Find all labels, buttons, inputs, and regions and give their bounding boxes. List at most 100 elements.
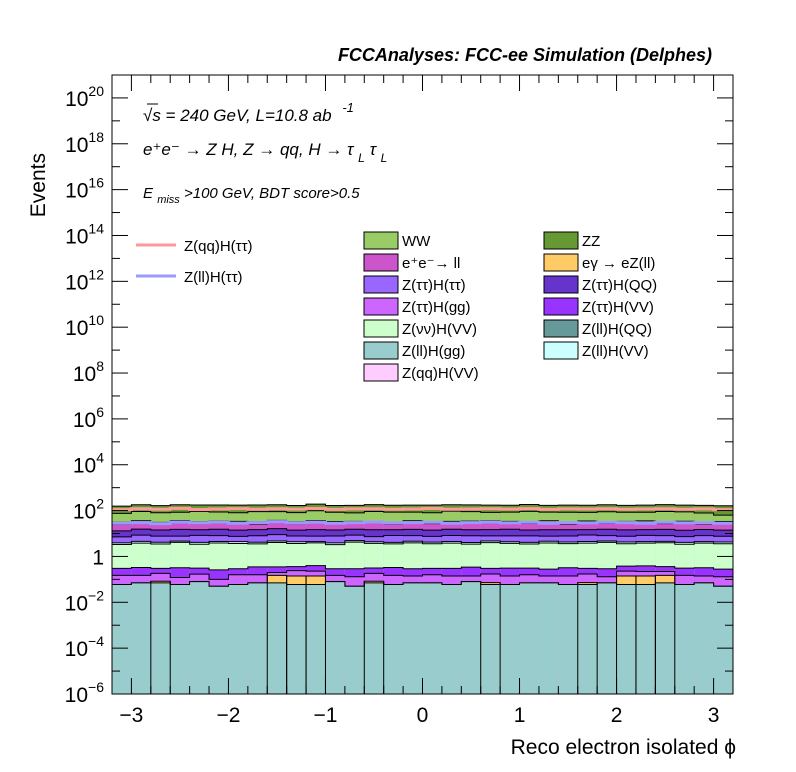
legend-swatch	[363, 319, 399, 338]
legend-label: Z(νν)H(VV)	[402, 321, 477, 338]
stack-outline	[112, 565, 733, 571]
stack-outline	[112, 540, 733, 544]
bar-bin	[228, 584, 248, 694]
stack-Z(ll)H(gg)	[112, 581, 733, 694]
y-axis-label: Events	[27, 153, 50, 217]
bar-bin	[635, 584, 656, 694]
x-axis-label: Reco electron isolated ϕ	[511, 736, 736, 759]
bar-bin	[538, 582, 559, 694]
y-tick-label: 1016	[65, 175, 104, 203]
bar-bin	[616, 584, 636, 694]
bar-bin	[577, 584, 598, 694]
stack-outline	[112, 503, 733, 507]
y-tick-label: 10−4	[65, 633, 105, 661]
legend-label: Z(ττ)H(gg)	[402, 299, 471, 316]
bar-bin	[480, 584, 501, 694]
svg-text:√s = 240 GeV, L=10.8 ab: √s = 240 GeV, L=10.8 ab -1	[143, 100, 354, 125]
legend-swatch	[363, 363, 399, 382]
x-tick-label: 2	[611, 704, 623, 727]
y-tick-label: 10−6	[65, 679, 105, 707]
legend-swatch	[543, 319, 579, 338]
legend: Z(qq)H(ττ) Z(ll)H(ττ) WW ZZ e⁺e⁻→ ll eγ → eZ(…	[136, 231, 657, 382]
legend-swatch	[363, 253, 399, 272]
annotation-cut-rest: >100 GeV, BDT score>0.5	[184, 185, 360, 202]
annotation-cut-E: E	[143, 185, 154, 202]
bar-bin	[189, 581, 210, 694]
bar-bin	[170, 584, 190, 694]
legend-label: Z(ττ)H(ττ)	[402, 277, 466, 294]
bar-bin	[325, 581, 345, 694]
x-tick-label: 3	[708, 704, 720, 727]
legend-label: Z(qq)H(ττ)	[184, 238, 253, 255]
bar-bin	[674, 584, 695, 694]
annotation-energy-lumi: √s = 240 GeV, L=10.8 ab	[143, 106, 332, 125]
annotation-tau2: τ	[370, 140, 378, 159]
y-tick-label: 106	[73, 404, 104, 432]
legend-swatch	[543, 253, 579, 272]
x-tick-label: −3	[119, 704, 143, 727]
legend-label: e⁺e⁻→ ll	[402, 255, 460, 272]
bar-bin	[558, 584, 578, 694]
annotation-cut-miss: miss	[157, 194, 180, 206]
svg-text:E miss >100 GeV, B: E miss >100 GeV, BDT score>0.5	[143, 185, 360, 207]
y-tick-label: 1020	[65, 83, 104, 111]
x-tick-label: −2	[216, 704, 240, 727]
y-tick-label: 1010	[65, 312, 104, 340]
legend-label: Z(qq)H(VV)	[402, 365, 479, 382]
legend-swatch	[543, 341, 579, 360]
bar-bin	[422, 582, 442, 694]
y-tick-label: 1018	[65, 129, 104, 157]
legend-swatch	[543, 297, 579, 316]
bar-bin	[112, 584, 132, 694]
stack-outline	[112, 528, 733, 532]
y-tick-label: 104	[73, 450, 104, 478]
y-tick-label: 102	[73, 496, 104, 524]
bar-bin	[403, 582, 423, 694]
bar-bin	[306, 584, 326, 694]
bar-bin	[364, 582, 384, 694]
svg-text:e⁺e⁻ → Z H, Z → qq, H → τ: e⁺e⁻ → Z H, Z → qq, H → τ L τ L	[143, 140, 387, 166]
y-tick-label: 1014	[65, 220, 104, 248]
y-tick-label: 1	[92, 546, 104, 569]
bar-bin	[344, 586, 365, 694]
signal-lines-layer	[112, 506, 733, 526]
bar-bin	[267, 582, 287, 694]
legend-swatch	[363, 341, 399, 360]
bar-bin	[500, 584, 520, 694]
signal-line-Z(qq)H(ττ)	[112, 506, 733, 512]
bar-bin	[519, 582, 539, 694]
bar-bin	[383, 584, 404, 694]
bar-bin	[131, 582, 151, 694]
bar-bin	[209, 586, 229, 694]
bar-bin	[286, 584, 307, 694]
stack-outline	[112, 541, 733, 546]
legend-label: Z(ττ)H(VV)	[582, 299, 654, 316]
annotation-tau1-sub: L	[358, 151, 365, 165]
histogram-layer	[112, 503, 733, 694]
chart-title: FCCAnalyses: FCC-ee Simulation (Delphes)	[338, 45, 712, 65]
legend-label: Z(ll)H(ττ)	[184, 269, 243, 286]
x-tick-label: 0	[417, 704, 429, 727]
legend-swatch	[543, 275, 579, 294]
y-tick-label: 10−2	[65, 587, 105, 615]
x-tick-label: 1	[514, 704, 526, 727]
bar-bin	[461, 581, 481, 694]
bar-bin	[597, 582, 617, 694]
legend-swatch	[363, 231, 399, 250]
axes-layer: −3 −2 −1 0 1 2 3 10−6 10−4 10−2 1 102 104 106 108 1010 1…	[65, 75, 734, 727]
bar-bin	[655, 582, 675, 694]
legend-label: Z(ll)H(QQ)	[582, 321, 652, 338]
legend-label: Z(ll)H(gg)	[402, 343, 465, 360]
stack-outline	[112, 581, 733, 587]
legend-label: Z(ll)H(VV)	[582, 343, 649, 360]
legend-swatch	[363, 297, 399, 316]
bar-bin	[713, 586, 733, 694]
legend-swatch	[363, 275, 399, 294]
x-tick-label: −1	[313, 704, 337, 727]
annotation-process: e⁺e⁻ → Z H, Z → qq, H → τ	[143, 140, 355, 159]
bar-bin	[441, 584, 462, 694]
legend-label: ZZ	[582, 233, 600, 250]
stack-outline	[112, 510, 733, 516]
stack-outline	[112, 534, 733, 538]
